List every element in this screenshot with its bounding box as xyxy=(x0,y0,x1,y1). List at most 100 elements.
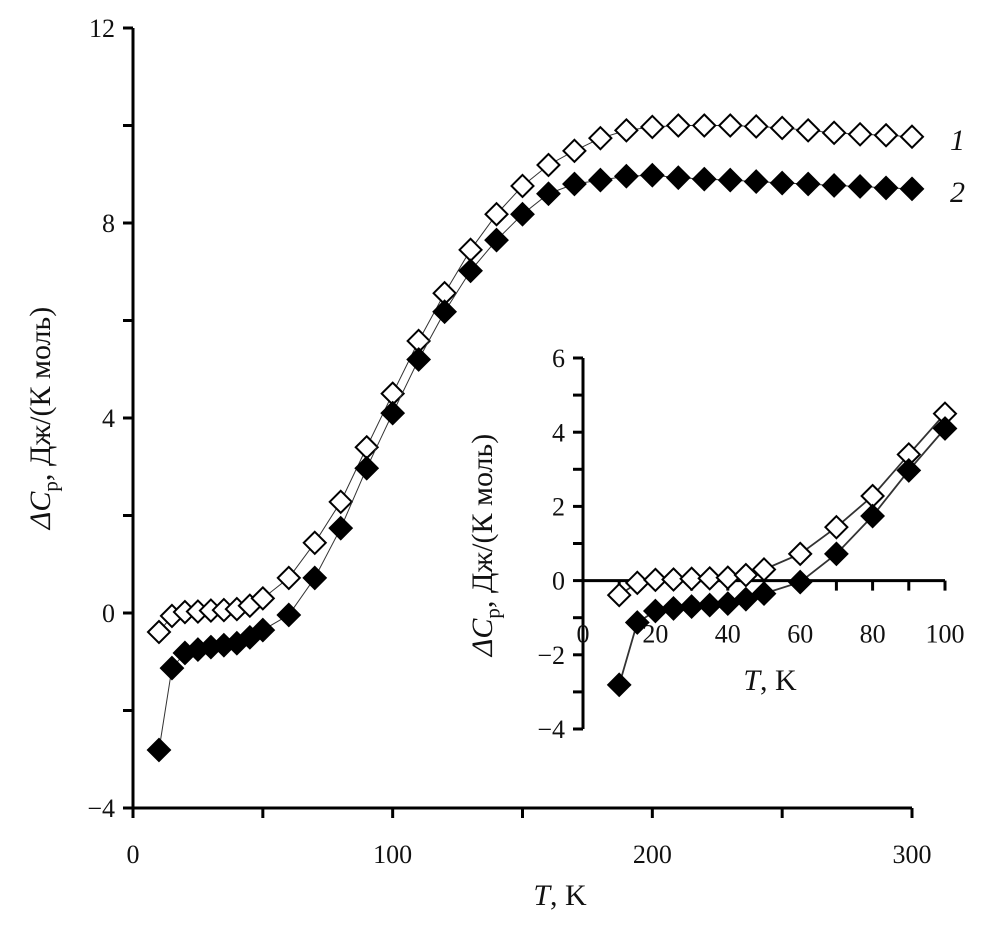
inset-y-tick-label: 0 xyxy=(552,567,565,596)
inset-series-2-point xyxy=(896,457,922,483)
main-series-2-line xyxy=(158,174,913,751)
inset-series-1-line xyxy=(618,413,946,596)
inset-x-axis-var: T xyxy=(743,664,762,697)
inset-y-axis-var: ΔC xyxy=(466,618,499,658)
inset-series-1-point xyxy=(642,567,668,593)
legend-label-1: 1 xyxy=(950,124,965,157)
main-series-2-point xyxy=(691,166,717,192)
main-series-2-point xyxy=(613,163,639,189)
main-y-tick-label: −4 xyxy=(87,794,115,823)
main-series-2-point xyxy=(250,617,276,643)
main-series-1-point xyxy=(639,114,665,140)
main-series-1-point xyxy=(458,237,483,263)
main-series-2-point xyxy=(821,173,847,198)
main-series-1-point xyxy=(146,619,172,645)
main-series-1-point xyxy=(743,114,769,139)
inset-series-1-point xyxy=(661,567,686,592)
inset-series-1-point xyxy=(697,565,723,591)
main-series-1-point xyxy=(769,115,795,141)
main-series-1-point xyxy=(717,113,743,138)
main-series-2-point xyxy=(276,602,302,628)
main-series-1-point xyxy=(354,434,380,460)
main-series-1-point xyxy=(795,117,821,143)
legend-label-2: 2 xyxy=(950,176,965,209)
inset-x-axis-title: T, K xyxy=(743,664,797,697)
main-series-2-point xyxy=(717,167,743,193)
main-series-1-point xyxy=(250,585,276,611)
main-series-1-point xyxy=(821,120,847,146)
main-series-2-point xyxy=(562,171,587,197)
inset-x-tick-label: 0 xyxy=(577,620,590,649)
inset-x-tick-label: 40 xyxy=(715,620,741,649)
inset-series-2-point xyxy=(787,569,813,595)
main-series-2-point xyxy=(302,565,328,591)
inset-series-2-point xyxy=(751,581,777,606)
main-y-axis-title: ΔCp, Дж/(К моль) xyxy=(24,307,63,530)
main-series-2-point xyxy=(159,655,185,681)
inset-y-axis-unit: , Дж/(К моль) xyxy=(466,434,499,608)
inset-y-tick-label: 2 xyxy=(552,493,565,522)
inset-series-2-point xyxy=(624,610,650,635)
main-series-2-point xyxy=(432,299,458,325)
main-series-2-point xyxy=(146,737,172,763)
main-x-tick-label: 100 xyxy=(373,840,412,869)
main-y-tick-label: 4 xyxy=(102,404,115,433)
main-series-2-point xyxy=(458,258,483,284)
main-series-2-point xyxy=(536,181,561,207)
main-series-2-point xyxy=(510,201,535,227)
inset-series-1-point xyxy=(715,565,741,591)
inset-series-1-point xyxy=(606,582,632,608)
main-series-2-point xyxy=(328,515,354,541)
main-x-tick-label: 300 xyxy=(893,840,932,869)
main-x-axis-var: T xyxy=(533,879,552,912)
inset-series-2-point xyxy=(715,591,741,617)
main-series-2-point xyxy=(743,169,769,194)
main-series-1-point xyxy=(899,124,925,150)
main-series-1-point xyxy=(484,201,509,227)
inset-series-2-point xyxy=(661,596,686,621)
main-y-axis-unit: , Дж/(К моль) xyxy=(24,307,57,481)
inset-y-tick-label: −4 xyxy=(537,715,565,744)
main-series-2-point xyxy=(899,176,925,202)
main-x-tick-label: 0 xyxy=(127,840,140,869)
main-series-1-point xyxy=(302,530,328,556)
inset-x-tick-label: 60 xyxy=(787,620,813,649)
main-series-1-point xyxy=(276,565,302,591)
main-series-2-point xyxy=(380,400,406,426)
inset-series-2-point xyxy=(860,503,886,529)
main-series-2-point xyxy=(665,165,691,191)
main-series-2-point xyxy=(484,227,509,253)
inset-y-tick-label: 6 xyxy=(552,344,565,373)
main-series-1-point xyxy=(691,113,717,138)
inset-series-1-point xyxy=(823,514,849,540)
inset-x-axis-unit: , K xyxy=(760,664,797,697)
inset-series-2-point xyxy=(733,586,759,612)
inset-series-1-point xyxy=(733,562,759,588)
inset-series-2-point xyxy=(932,416,958,441)
main-series-1-point xyxy=(562,138,587,164)
inset-series-2-point xyxy=(606,672,632,698)
main-series-1-point xyxy=(873,122,899,148)
main-series-2-point xyxy=(406,347,432,372)
main-series-2-point xyxy=(769,170,795,196)
inset-y-tick-label: 4 xyxy=(552,418,565,447)
main-series-1-point xyxy=(587,125,613,151)
main-x-axis-unit: , K xyxy=(550,879,587,912)
inset-y-axis-sub: p xyxy=(481,608,505,619)
main-series-2-point xyxy=(847,174,873,199)
main-y-axis-sub: p xyxy=(39,481,63,492)
main-series-2-point xyxy=(354,455,380,481)
main-series-1-point xyxy=(510,173,535,199)
inset-series-2-point xyxy=(697,592,723,618)
inset-series-2-point xyxy=(679,594,705,619)
main-x-axis-title: T, K xyxy=(533,879,587,912)
main-series-1-point xyxy=(536,152,561,178)
main-series-1-point xyxy=(613,117,639,143)
inset-x-tick-label: 80 xyxy=(860,620,886,649)
inset-series-1-point xyxy=(751,557,777,582)
main-series-1-point xyxy=(847,121,873,147)
main-series-2-point xyxy=(587,167,613,193)
